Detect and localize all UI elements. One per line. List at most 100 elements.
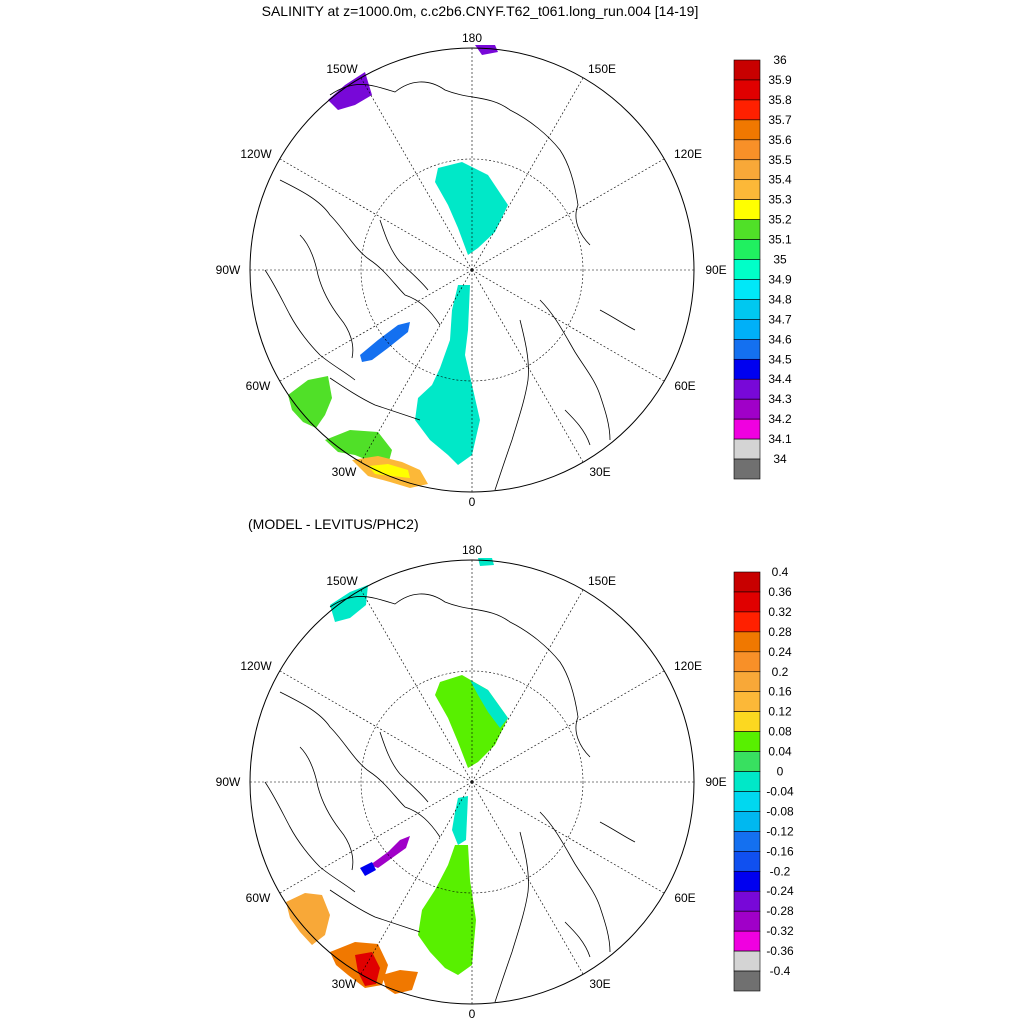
top-colorbar-swatch bbox=[733, 99, 761, 121]
top-lon-150e: 150E bbox=[588, 62, 616, 76]
bottom-title: (MODEL - LEVITUS/PHC2) bbox=[248, 516, 419, 532]
bottom-colorbar-level-label: 0.04 bbox=[768, 745, 792, 759]
top-graticule bbox=[250, 48, 694, 492]
bottom-lon-30e: 30E bbox=[589, 977, 610, 991]
bottom-colorbar-swatch bbox=[733, 851, 761, 872]
bottom-colorbar-level-label: 0.32 bbox=[768, 605, 792, 619]
bottom-lon-90e: 90E bbox=[705, 775, 726, 789]
top-lon-labels: 180 150E 150W 120E 120W 90E 90W 60E 60W … bbox=[216, 31, 727, 509]
top-lon-90w: 90W bbox=[216, 263, 241, 277]
bottom-fill-baffin-bay-lower bbox=[360, 862, 376, 876]
bottom-graticule bbox=[250, 560, 694, 1004]
bottom-fill-north-pacific-tip bbox=[478, 558, 494, 566]
bottom-map-boundary bbox=[249, 559, 695, 1005]
bottom-fill-norwegian-sea-upper bbox=[452, 796, 468, 845]
bottom-colorbar-swatch bbox=[733, 711, 761, 732]
top-colorbar-level-label: 35.8 bbox=[768, 93, 792, 107]
top-colorbar-swatch bbox=[733, 259, 761, 280]
bottom-colorbar-swatch bbox=[733, 691, 761, 712]
bottom-lon-120w: 120W bbox=[240, 659, 272, 673]
top-lon-30w: 30W bbox=[332, 465, 357, 479]
top-colorbar-level-label: 35.7 bbox=[768, 113, 792, 127]
bottom-colorbar-swatch bbox=[733, 811, 761, 832]
bottom-colorbar-swatch bbox=[733, 751, 761, 772]
top-colorbar-swatch bbox=[733, 139, 761, 161]
top-colorbar-level-label: 34.9 bbox=[768, 272, 792, 286]
top-fill-north-pacific bbox=[475, 45, 498, 55]
top-colorbar-swatch bbox=[733, 79, 761, 101]
top-colorbar-swatch bbox=[733, 299, 761, 320]
top-lon-30e: 30E bbox=[589, 465, 610, 479]
top-fill-bering-sea bbox=[328, 72, 372, 110]
bottom-colorbar-swatch bbox=[733, 930, 761, 952]
top-colorbar-level-label: 35 bbox=[773, 253, 787, 267]
bottom-colorbar-level-label: -0.04 bbox=[766, 784, 794, 798]
top-panel: SALINITY at z=1000.0m, c.c2b6.CNYF.T62_t… bbox=[216, 3, 792, 509]
top-lon-150w: 150W bbox=[326, 62, 358, 76]
top-colorbar-level-label: 34.3 bbox=[768, 392, 792, 406]
top-colorbar-swatch bbox=[733, 398, 761, 420]
bottom-fill-north-atlantic-c bbox=[382, 970, 418, 994]
top-lon-90e: 90E bbox=[705, 263, 726, 277]
top-colorbar-swatch bbox=[733, 119, 761, 141]
top-fill-labrador-sea bbox=[288, 376, 332, 428]
top-colorbar-swatch bbox=[733, 59, 761, 81]
top-colorbar-swatch bbox=[733, 219, 761, 240]
top-colorbar-swatch bbox=[733, 199, 761, 220]
top-colorbar-swatch bbox=[733, 159, 761, 181]
top-colorbar-level-label: 35.1 bbox=[768, 233, 792, 247]
top-map-boundary bbox=[249, 47, 695, 493]
bottom-fill-norwegian-sea bbox=[418, 845, 476, 975]
top-colorbar-swatch bbox=[733, 418, 761, 440]
bottom-colorbar-swatch bbox=[733, 970, 761, 992]
bottom-colorbar-level-label: -0.12 bbox=[766, 824, 794, 838]
bottom-colorbar-swatch bbox=[733, 611, 761, 633]
top-colorbar-swatch bbox=[733, 438, 761, 460]
top-colorbar-level-label: 34.6 bbox=[768, 332, 792, 346]
bottom-lon-60e: 60E bbox=[674, 891, 695, 905]
bottom-colorbar-swatch bbox=[733, 831, 761, 852]
top-colorbar-level-label: 35.5 bbox=[768, 153, 792, 167]
bottom-colorbar-swatch bbox=[733, 771, 761, 792]
top-colorbar-swatch bbox=[733, 179, 761, 200]
bottom-colorbar-level-label: -0.2 bbox=[770, 864, 791, 878]
bottom-lon-90w: 90W bbox=[216, 775, 241, 789]
top-colorbar-level-label: 36 bbox=[773, 53, 787, 67]
top-colorbar-level-label: 35.3 bbox=[768, 193, 792, 207]
bottom-lon-30w: 30W bbox=[332, 977, 357, 991]
bottom-fill-north-atlantic-b bbox=[355, 952, 380, 986]
top-colorbar-level-label: 35.2 bbox=[768, 213, 792, 227]
top-fill-north-atlantic-c bbox=[368, 464, 410, 478]
top-colorbar-level-label: 35.6 bbox=[768, 133, 792, 147]
bottom-colorbar-swatch bbox=[733, 651, 761, 673]
top-lon-180: 180 bbox=[462, 31, 482, 45]
bottom-colorbar-level-label: 0.4 bbox=[772, 565, 789, 579]
bottom-colorbar-swatch bbox=[733, 791, 761, 812]
bottom-colorbar-level-label: 0 bbox=[777, 765, 784, 779]
top-lon-120e: 120E bbox=[674, 147, 702, 161]
top-fill-north-atlantic-a bbox=[325, 430, 392, 465]
top-map: 180 150E 150W 120E 120W 90E 90W 60E 60W … bbox=[216, 31, 727, 509]
bottom-lon-150w: 150W bbox=[326, 574, 358, 588]
bottom-colorbar-swatch bbox=[733, 591, 761, 613]
top-colorbar-level-label: 35.4 bbox=[768, 173, 792, 187]
bottom-colorbar-level-label: 0.16 bbox=[768, 685, 792, 699]
top-colorbar-swatch bbox=[733, 339, 761, 360]
bottom-colorbar-level-label: -0.36 bbox=[766, 944, 794, 958]
bottom-colorbar-swatch bbox=[733, 890, 761, 912]
top-colorbar-level-label: 34 bbox=[773, 452, 787, 466]
top-colorbar-level-label: 34.2 bbox=[768, 412, 792, 426]
bottom-fill-baffin-bay bbox=[370, 836, 410, 868]
bottom-colorbar: 0.4 0.36 0.32 0.28 0.24 0.2 0.16 0.12 0.08 0.04 0 -… bbox=[733, 565, 794, 992]
bottom-coastlines bbox=[264, 593, 636, 1003]
bottom-colorbar-swatch bbox=[733, 671, 761, 693]
bottom-colorbar-swatch bbox=[733, 631, 761, 653]
top-colorbar-swatch bbox=[733, 378, 761, 400]
top-colorbar-level-label: 34.8 bbox=[768, 292, 792, 306]
bottom-colorbar-swatch bbox=[733, 910, 761, 932]
top-lon-60w: 60W bbox=[246, 379, 271, 393]
bottom-lon-labels: 180 150E 150W 120E 120W 90E 90W 60E 60W … bbox=[216, 543, 727, 1021]
top-colorbar-level-label: 34.5 bbox=[768, 352, 792, 366]
top-lon-60e: 60E bbox=[674, 379, 695, 393]
bottom-colorbar-level-label: -0.08 bbox=[766, 804, 794, 818]
